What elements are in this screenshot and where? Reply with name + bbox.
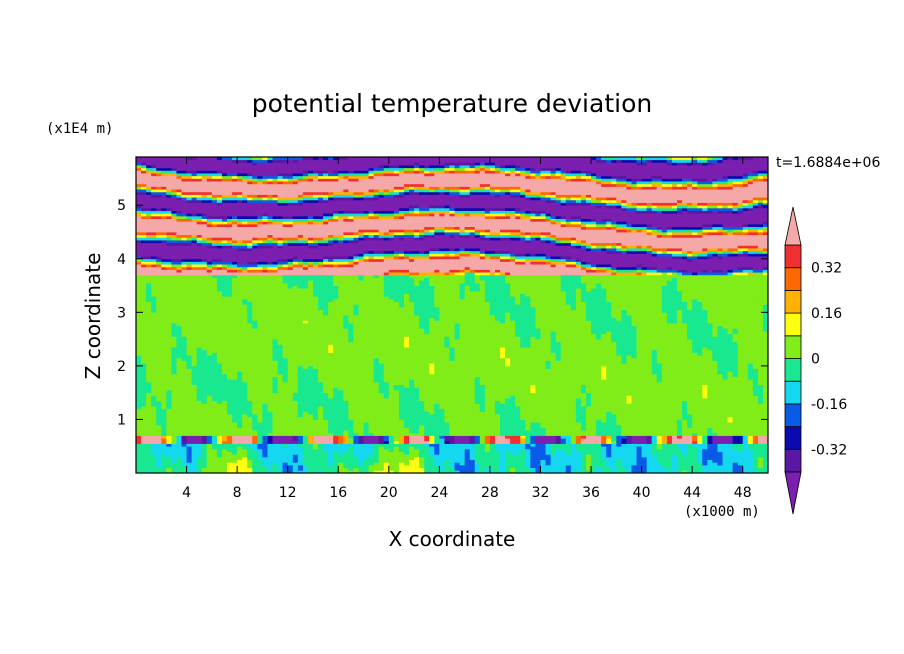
colorbar-label: -0.32 — [811, 442, 847, 458]
colorbar-swatch — [784, 358, 802, 382]
colorbar-label: 0.32 — [811, 261, 842, 277]
chart-title: potential temperature deviation — [252, 89, 652, 118]
x-axis-title: X coordinate — [389, 527, 516, 551]
x-tick-label: 44 — [683, 485, 701, 501]
colorbar-max-triangle — [784, 206, 802, 246]
y-tick-label: 3 — [117, 305, 126, 321]
x-tick-label: 16 — [329, 485, 347, 501]
y-axis-unit: (x1E4 m) — [46, 121, 113, 137]
colorbar-swatch — [784, 267, 802, 291]
y-tick-label: 4 — [117, 252, 126, 268]
colorbar-min-triangle — [784, 471, 802, 515]
y-tick-label: 5 — [117, 198, 126, 214]
x-tick-label: 36 — [582, 485, 600, 501]
time-label: t=1.6884e+06 — [776, 155, 880, 171]
colorbar-swatch — [784, 335, 802, 359]
y-tick-label: 2 — [117, 359, 126, 375]
colorbar-swatch — [784, 244, 802, 269]
colorbar-swatch — [784, 448, 802, 473]
colorbar-swatch — [784, 403, 802, 427]
x-tick-label: 32 — [532, 485, 550, 501]
y-axis-ticks: 1 2 3 4 5 — [117, 198, 768, 428]
x-axis-unit: (x1000 m) — [684, 504, 760, 520]
x-tick-label: 4 — [182, 485, 191, 501]
x-tick-label: 20 — [380, 485, 398, 501]
colorbar-label: 0.16 — [811, 306, 842, 322]
x-tick-label: 24 — [430, 485, 448, 501]
y-tick-label: 1 — [117, 412, 126, 428]
colorbar: 0.32 0.16 0 -0.16 -0.32 — [784, 206, 847, 515]
contour-field — [136, 157, 768, 473]
colorbar-label: 0 — [811, 352, 820, 368]
x-tick-label: 8 — [233, 485, 242, 501]
colorbar-swatch — [784, 289, 802, 314]
colorbar-swatch — [784, 312, 802, 337]
colorbar-swatch — [784, 380, 802, 405]
colorbar-label: -0.16 — [811, 397, 847, 413]
x-tick-label: 28 — [481, 485, 499, 501]
x-tick-label: 40 — [633, 485, 651, 501]
y-axis-title: Z coordinate — [81, 253, 105, 380]
plot-frame — [135, 156, 769, 474]
colorbar-swatch — [784, 426, 802, 450]
x-tick-label: 48 — [734, 485, 752, 501]
x-axis-ticks: 4 8 12 16 20 24 28 32 36 40 44 48 — [182, 157, 752, 501]
x-tick-label: 12 — [279, 485, 297, 501]
